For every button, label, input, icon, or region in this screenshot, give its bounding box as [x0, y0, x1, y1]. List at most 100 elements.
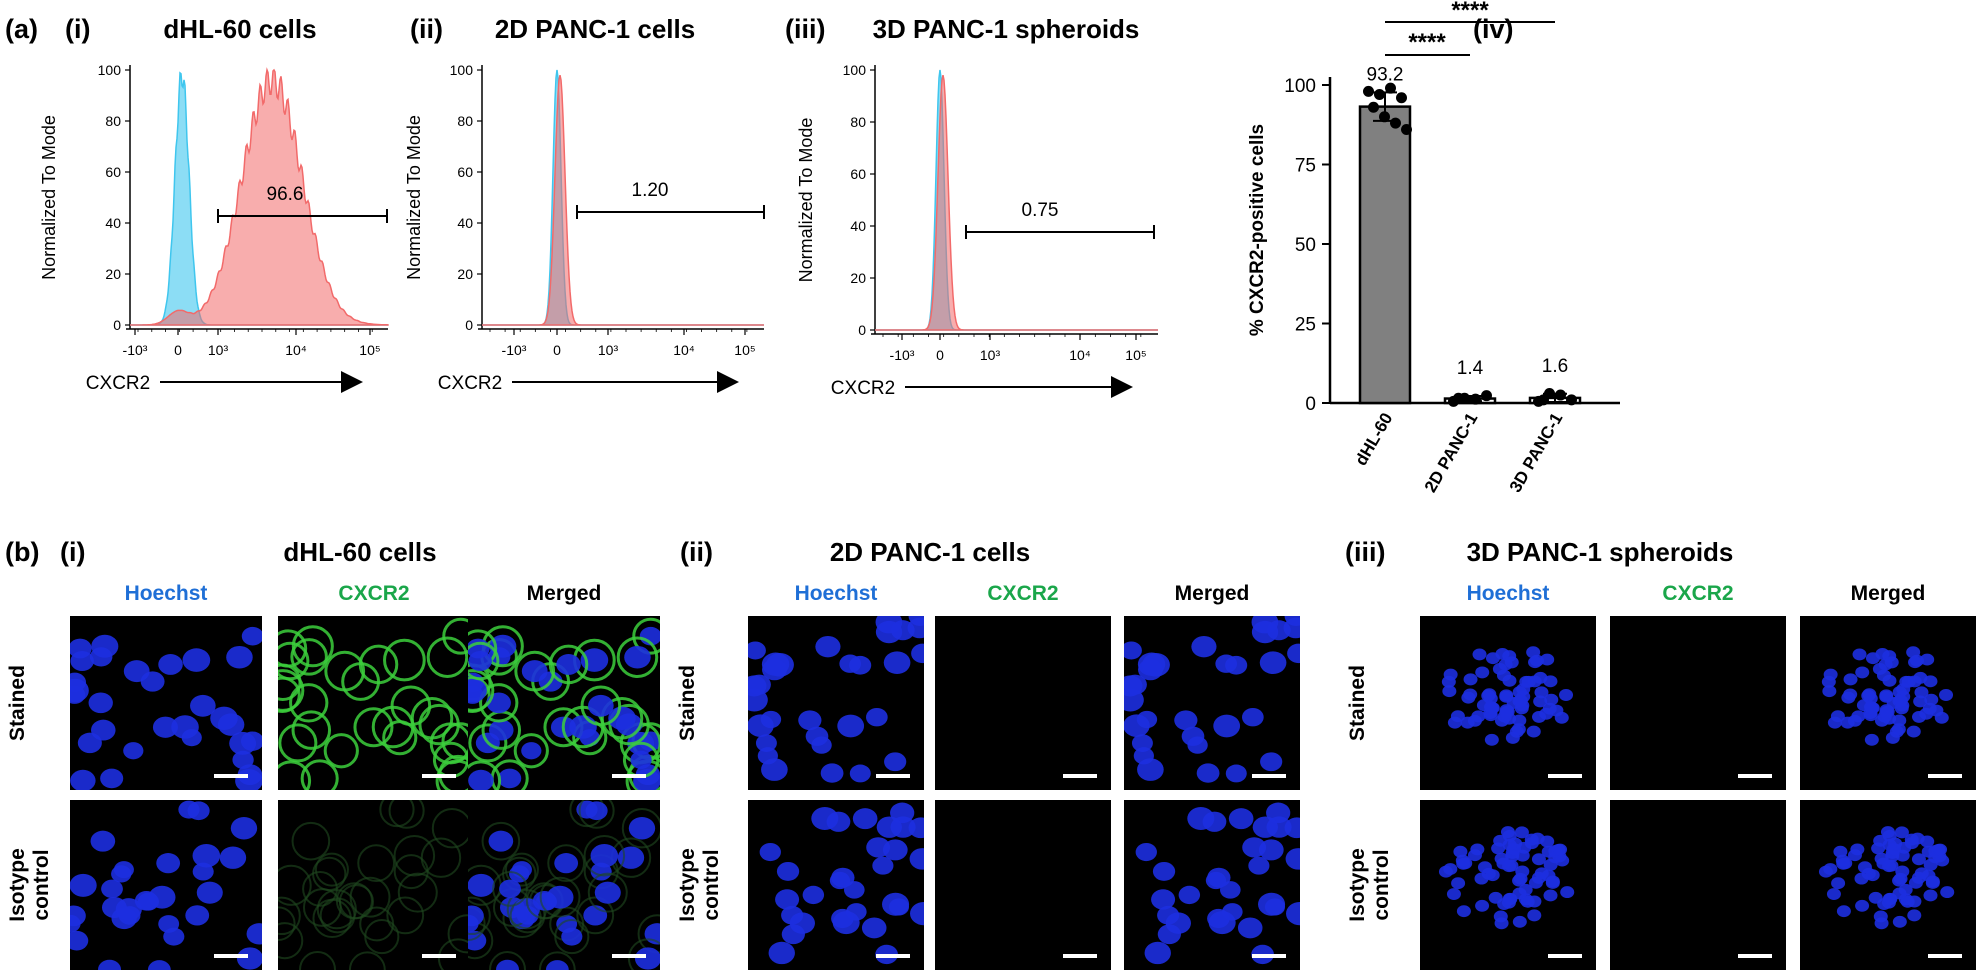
micrograph-merged [468, 800, 660, 970]
scale-bar [1548, 954, 1582, 958]
gate-percentage: 96.6 [267, 184, 304, 205]
micrograph-merged [1800, 616, 1976, 790]
histogram-y-tick-label: 20 [850, 270, 866, 286]
bar-value-label: 1.6 [1542, 356, 1568, 377]
bar-y-tick-label: 100 [1284, 76, 1316, 97]
scale-bar [1738, 774, 1772, 778]
channel-header: Merged [1174, 582, 1250, 605]
micrograph-cxcr2 [278, 800, 470, 970]
bar-x-tick-label: 3D PANC-1 [1506, 410, 1567, 496]
histogram-title: dHL-60 cells [163, 14, 317, 44]
histogram-x-tick-label: -10³ [890, 347, 915, 363]
micrograph-merged [468, 616, 660, 790]
micrograph-cxcr2 [278, 616, 470, 790]
histogram-y-tick-label: 40 [850, 218, 866, 234]
scale-bar [1252, 954, 1286, 958]
histogram-x-label: CXCR2 [831, 378, 895, 399]
scale-bar [1548, 774, 1582, 778]
stained-histogram [875, 75, 1158, 331]
stained-histogram [482, 74, 764, 326]
micrograph-cxcr2 [935, 800, 1111, 970]
row-header: Isotype control [6, 848, 53, 922]
bar-y-tick-label: 75 [1295, 156, 1316, 177]
histogram-y-tick-label: 80 [457, 113, 473, 129]
histogram-y-tick-label: 60 [105, 164, 121, 180]
micrograph-hoechst [748, 616, 924, 790]
micrograph-cxcr2 [1610, 800, 1786, 970]
histogram-x-tick-label: -10³ [123, 342, 148, 358]
histogram-x-tick-label: 10³ [598, 342, 619, 358]
histogram-y-tick-label: 80 [105, 113, 121, 129]
histogram-y-tick-label: 20 [105, 266, 121, 282]
data-point [1385, 82, 1396, 94]
scale-bar [1928, 954, 1962, 958]
micrograph-hoechst [70, 800, 262, 970]
data-point [1470, 393, 1481, 405]
data-point [1481, 390, 1492, 402]
data-point [1396, 92, 1407, 104]
bar-y-label: % CXCR2-positive cells [1247, 124, 1268, 336]
histogram-x-tick-label: 10⁴ [285, 342, 307, 358]
histogram-y-tick-label: 40 [105, 215, 121, 231]
histogram-y-tick-label: 0 [465, 317, 473, 333]
histogram-title: 3D PANC-1 spheroids [872, 14, 1140, 44]
channel-header: Merged [1850, 582, 1926, 605]
micrograph-hoechst [70, 616, 262, 790]
scale-bar [1063, 954, 1097, 958]
histogram-x-tick-label: 0 [553, 342, 561, 358]
histogram-y-label: Normalized To Mode [39, 115, 59, 280]
channel-header: Hoechst [1466, 582, 1550, 605]
bar-x-tick-label: 2D PANC-1 [1421, 410, 1482, 496]
panel-b-label: (b) [5, 537, 40, 567]
panel-a-label: (a) [5, 14, 38, 44]
histogram-title: 2D PANC-1 cells [494, 14, 696, 44]
scale-bar [214, 774, 248, 778]
histogram-roman-label: (ii) [410, 14, 443, 44]
micro-group-roman-label: (i) [60, 537, 86, 567]
micro-group-title: dHL-60 cells [283, 537, 437, 567]
scale-bar [1252, 774, 1286, 778]
bar-y-tick-label: 50 [1295, 235, 1316, 256]
scale-bar [1928, 774, 1962, 778]
gate-percentage: 0.75 [1022, 200, 1059, 221]
row-header: Stained [6, 665, 29, 741]
row-header: Isotype control [1346, 848, 1393, 922]
scale-bar [422, 954, 456, 958]
channel-header: Hoechst [124, 582, 208, 605]
data-point [1538, 394, 1549, 406]
histogram-x-tick-label: 10³ [208, 342, 229, 358]
channel-header: CXCR2 [1662, 582, 1734, 605]
histogram-x-tick-label: 10⁴ [1069, 347, 1091, 363]
data-point [1555, 389, 1566, 401]
bar-y-tick-label: 25 [1295, 315, 1316, 336]
bar [1358, 105, 1412, 405]
row-header: Stained [676, 665, 699, 741]
data-point [1368, 101, 1379, 113]
histogram-x-tick-label: -10³ [502, 342, 527, 358]
micrograph-hoechst [1420, 616, 1596, 790]
data-point [1401, 124, 1412, 136]
histogram-x-tick-label: 0 [174, 342, 182, 358]
histogram-y-tick-label: 60 [850, 166, 866, 182]
histogram-x-tick-label: 10³ [980, 347, 1001, 363]
scale-bar [214, 954, 248, 958]
histogram-y-tick-label: 100 [843, 62, 867, 78]
stained-histogram [130, 67, 389, 326]
row-header: Isotype control [676, 848, 723, 922]
micrograph-merged [1124, 800, 1300, 970]
data-point [1374, 89, 1385, 101]
bar-y-tick-label: 0 [1305, 394, 1316, 415]
histogram-x-tick-label: 0 [936, 347, 944, 363]
histogram-x-tick-label: 10⁵ [1125, 347, 1146, 363]
data-point [1453, 392, 1464, 404]
histogram-y-tick-label: 80 [850, 114, 866, 130]
scale-bar [1738, 954, 1772, 958]
histogram-y-tick-label: 100 [450, 62, 474, 78]
gate-percentage: 1.20 [632, 180, 669, 201]
micro-group-roman-label: (ii) [680, 537, 713, 567]
micrograph-cxcr2 [1610, 616, 1786, 790]
histogram-y-label: Normalized To Mode [796, 118, 816, 283]
histogram-x-tick-label: 10⁴ [673, 342, 695, 358]
histogram-roman-label: (iii) [785, 14, 826, 44]
